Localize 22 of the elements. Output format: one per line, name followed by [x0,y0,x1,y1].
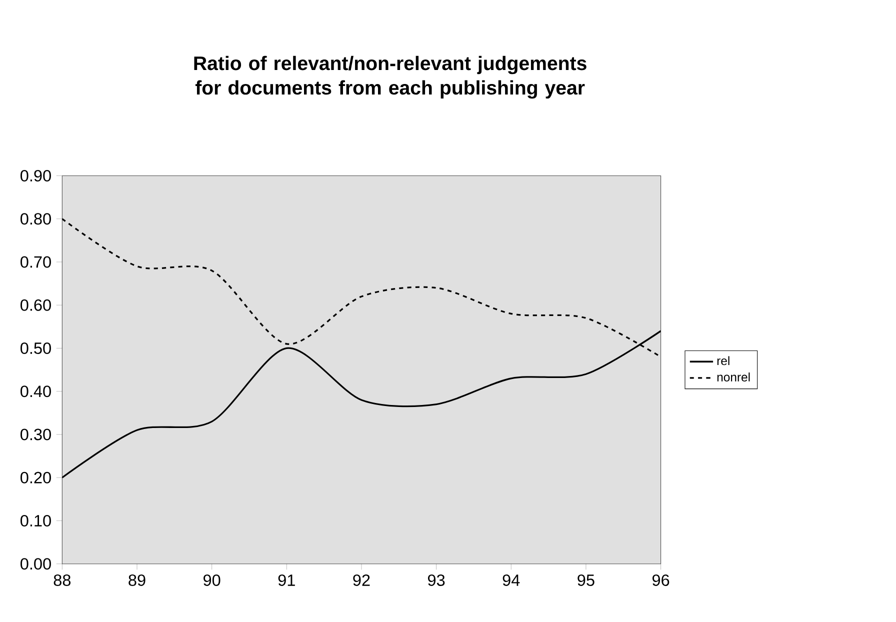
y-tick-label: 0.60 [20,299,51,311]
x-tick-label: 94 [502,574,520,586]
y-tick-label: 0.90 [20,170,51,182]
legend-label: rel [717,356,730,366]
y-tick-label: 0.20 [20,472,51,484]
y-tick-label: 0.40 [20,386,51,398]
y-tick-label: 0.10 [20,515,51,527]
x-tick-label: 88 [54,574,71,586]
x-tick-label: 96 [652,574,670,586]
x-tick-label: 93 [428,574,445,586]
chart-title: Ratio of relevant/non-relevant judgements for documents from each publishing year [194,56,586,99]
x-tick-label: 90 [204,574,220,586]
x-tick-label: 95 [578,574,594,586]
y-tick-label: 0.00 [20,558,51,570]
x-tick-label: 92 [353,574,370,586]
y-tick-label: 0.50 [20,342,51,354]
x-tick-label: 91 [278,574,295,586]
y-tick-label: 0.70 [20,256,51,268]
legend-label: nonrel [717,372,750,382]
x-tick-label: 89 [128,574,146,586]
y-tick-label: 0.30 [20,428,51,440]
y-tick-label: 0.80 [20,213,51,225]
